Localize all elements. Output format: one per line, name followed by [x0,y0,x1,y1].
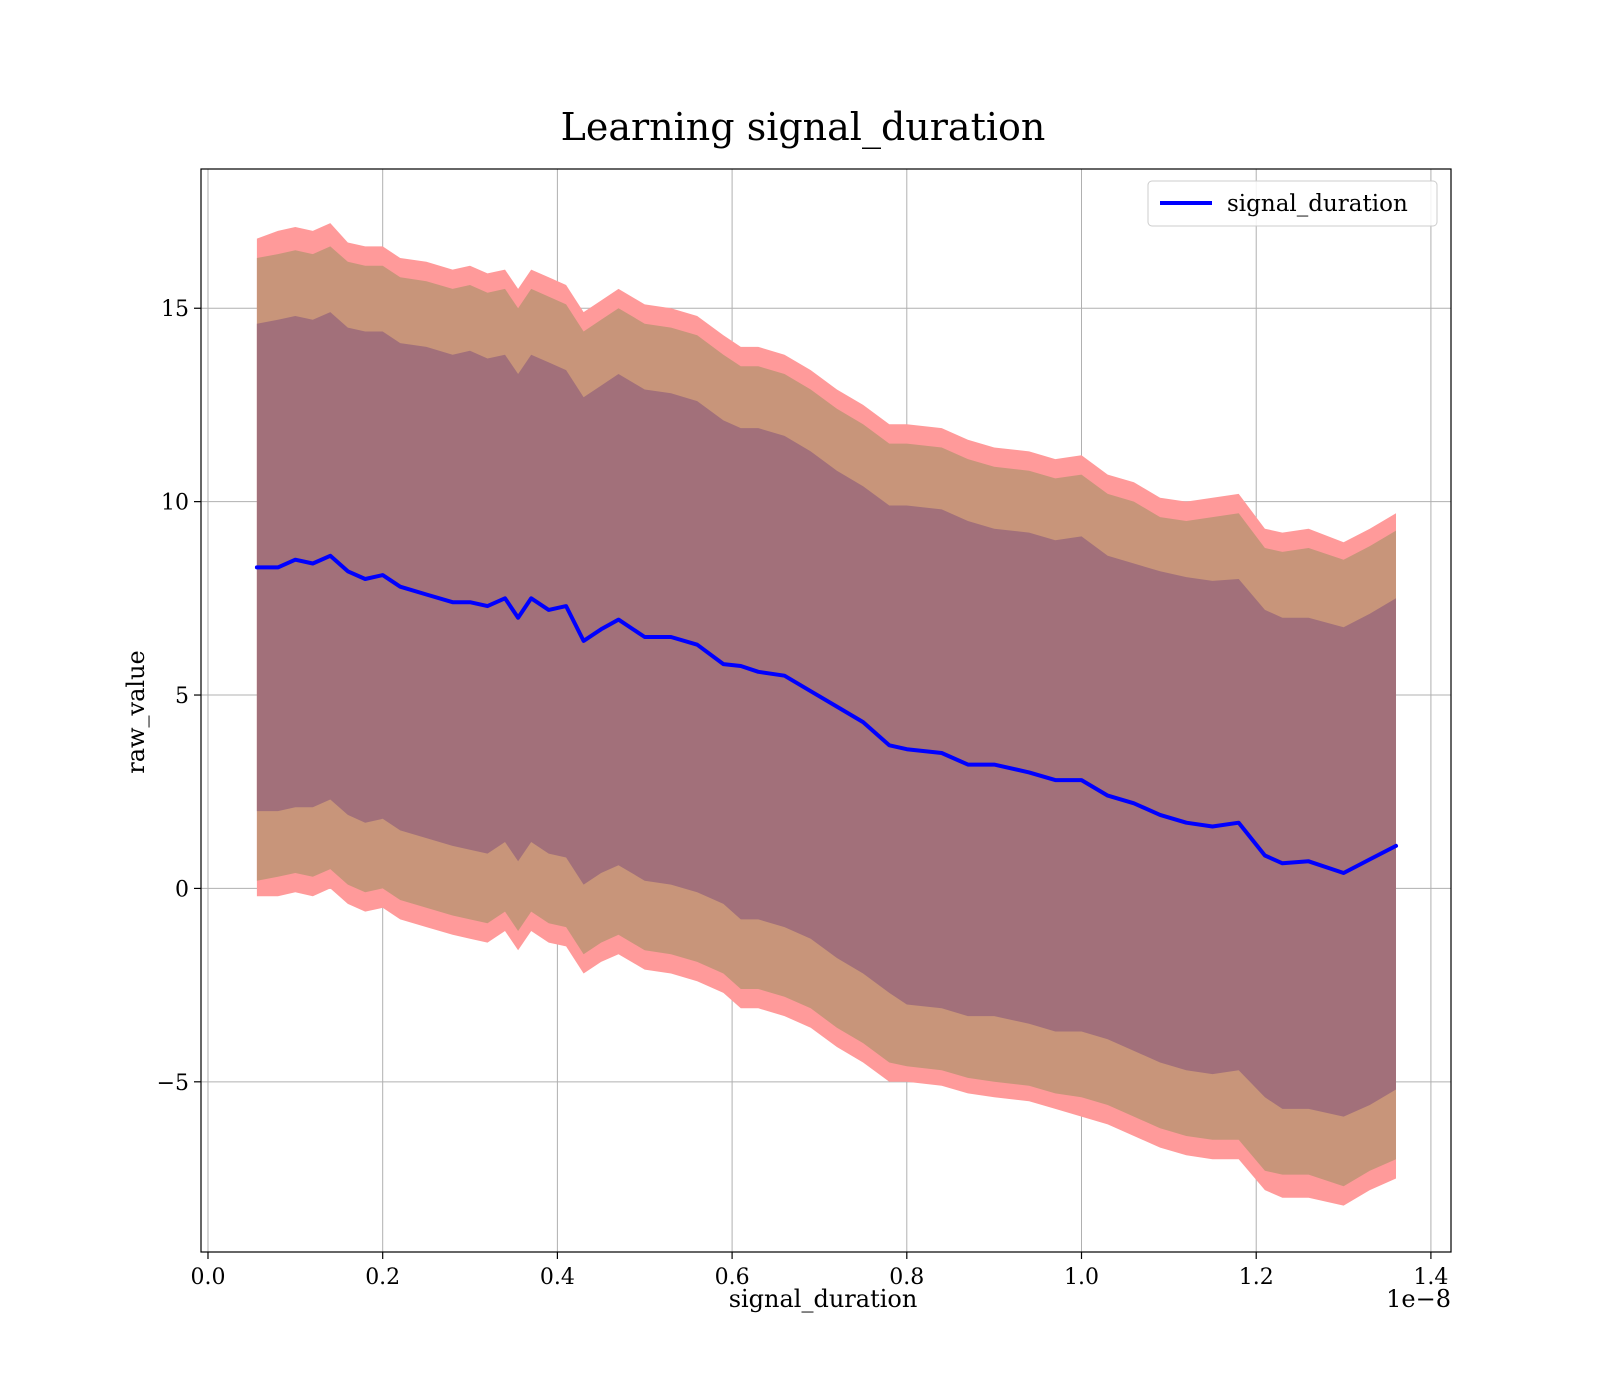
x-tick-label: 1.0 [1064,1265,1099,1290]
plot-frame [200,168,1452,1253]
x-tick-label: 0.8 [889,1265,924,1290]
x-axis-offset-label: 1e−8 [1386,1285,1451,1313]
y-tick-label: 5 [175,684,189,709]
y-axis: −5 0 5 10 15 [157,297,201,1096]
x-axis-label: signal_duration [729,1285,918,1313]
legend: signal_duration [1147,180,1438,227]
y-tick-label: 0 [175,877,189,902]
y-tick-label: −5 [157,1071,189,1096]
x-tick-label: 0.6 [715,1265,750,1290]
y-tick-label: 15 [161,297,189,322]
y-tick-label: 10 [161,491,189,516]
band-inner [256,312,1396,1117]
legend-box [1147,180,1438,227]
legend-label: signal_duration [1227,191,1408,217]
plot-area [200,168,1452,1253]
x-tick-label: 0.4 [540,1265,575,1290]
series-line-signal_duration [254,553,1398,875]
chart-title: Learning signal_duration [561,105,1046,150]
x-tick-label: 0.2 [365,1265,400,1290]
y-axis-label: raw_value [122,650,150,774]
x-tick-label: 1.4 [1413,1265,1448,1290]
x-tick-label: 0.0 [190,1265,225,1290]
x-axis: 0.0 0.2 0.4 0.6 0.8 1.0 1.2 1.4 [190,1252,1448,1290]
x-tick-label: 1.2 [1239,1265,1274,1290]
series-lines [254,553,1398,875]
confidence-bands [256,223,1396,1206]
